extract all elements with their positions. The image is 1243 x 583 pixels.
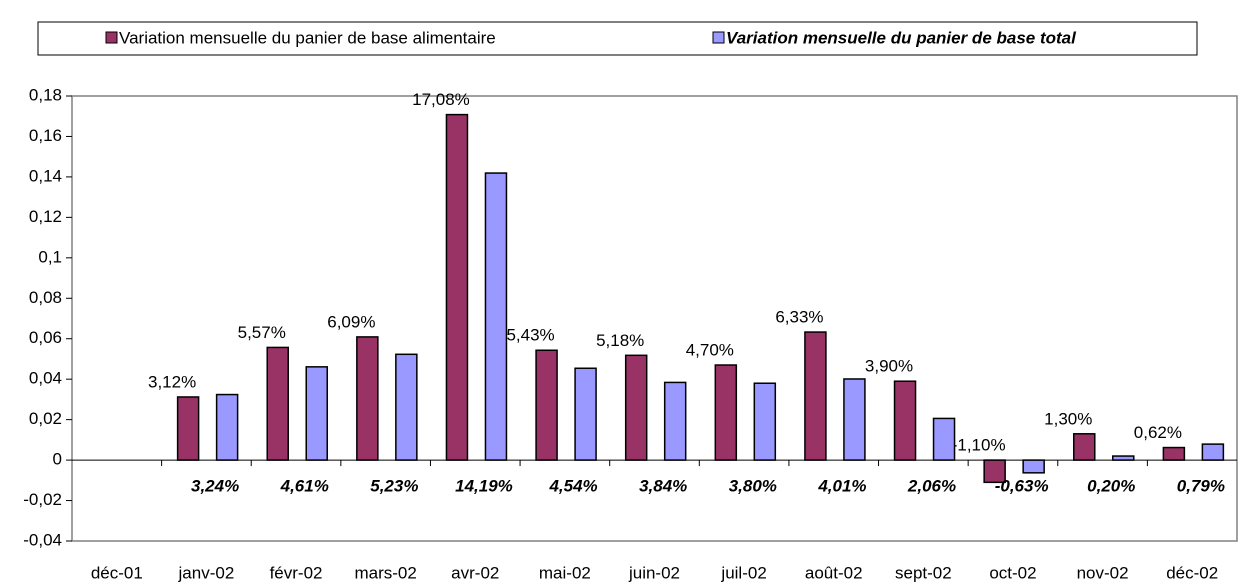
value-label: 4,54% xyxy=(548,476,597,495)
x-tick-label: oct-02 xyxy=(989,563,1036,582)
value-label: 4,61% xyxy=(280,476,329,495)
y-tick-label: 0,08 xyxy=(29,288,62,307)
value-label: 3,80% xyxy=(729,476,777,495)
x-tick-label: mars-02 xyxy=(354,563,416,582)
value-label: 14,19% xyxy=(455,476,513,495)
value-label: 1,30% xyxy=(1044,409,1092,428)
bar xyxy=(356,336,379,461)
bar xyxy=(484,172,508,461)
value-label: 0,79% xyxy=(1177,476,1225,495)
y-tick-label: 0,02 xyxy=(29,409,62,428)
value-label: 17,08% xyxy=(412,90,470,109)
bar xyxy=(1022,459,1045,474)
y-tick-label: 0,1 xyxy=(38,247,62,266)
y-tick-label: 0,18 xyxy=(29,85,62,104)
legend-label: Variation mensuelle du panier de base to… xyxy=(726,28,1077,47)
bar xyxy=(1162,446,1186,461)
value-label: -0,63% xyxy=(995,476,1049,495)
x-tick-label: janv-02 xyxy=(178,563,235,582)
value-label: 3,24% xyxy=(191,476,239,495)
bar xyxy=(932,417,956,461)
x-tick-label: déc-02 xyxy=(1166,563,1218,582)
x-tick-label: sept-02 xyxy=(895,563,952,582)
value-label: -1,10% xyxy=(952,436,1006,455)
y-tick-label: 0,04 xyxy=(29,369,62,388)
value-label: 5,18% xyxy=(596,331,644,350)
legend-box xyxy=(37,21,1198,56)
x-tick-label: juin-02 xyxy=(628,563,680,582)
bar xyxy=(445,113,469,461)
bar xyxy=(753,382,777,461)
value-label: 0,62% xyxy=(1134,423,1182,442)
bar xyxy=(663,381,687,461)
bar xyxy=(1112,455,1135,461)
y-tick-label: 0,14 xyxy=(29,166,62,185)
bar xyxy=(1073,433,1096,461)
value-label: 5,43% xyxy=(506,326,554,345)
value-label: 5,23% xyxy=(370,476,418,495)
y-tick-label: -0,04 xyxy=(23,530,62,549)
bar xyxy=(395,353,418,461)
bar xyxy=(843,378,866,461)
legend-swatch xyxy=(105,31,118,44)
bar xyxy=(574,367,597,461)
bar xyxy=(804,331,827,461)
bar xyxy=(1201,443,1225,461)
value-label: 2,06% xyxy=(907,476,956,495)
value-label: 6,33% xyxy=(775,308,823,327)
y-tick-label: 0,12 xyxy=(29,207,62,226)
x-tick-label: août-02 xyxy=(805,563,863,582)
bar xyxy=(714,364,738,461)
value-label: 6,09% xyxy=(327,312,375,331)
bar xyxy=(624,354,648,461)
bar xyxy=(893,380,917,461)
y-tick-label: -0,02 xyxy=(23,490,62,509)
plot-area xyxy=(71,95,1238,542)
legend-label: Variation mensuelle du panier de base al… xyxy=(119,28,496,47)
x-tick-label: nov-02 xyxy=(1077,563,1129,582)
value-label: 3,90% xyxy=(865,357,913,376)
value-label: 0,20% xyxy=(1087,476,1135,495)
value-label: 3,12% xyxy=(148,372,196,391)
y-tick-label: 0,06 xyxy=(29,328,62,347)
bar xyxy=(266,346,289,461)
x-tick-label: juil-02 xyxy=(720,563,766,582)
x-tick-label: avr-02 xyxy=(451,563,499,582)
bar xyxy=(305,366,328,461)
bar xyxy=(176,396,200,461)
y-tick-label: 0,16 xyxy=(29,126,62,145)
bar xyxy=(215,393,239,461)
value-label: 5,57% xyxy=(238,323,286,342)
bar xyxy=(535,349,558,461)
value-label: 4,70% xyxy=(686,341,734,360)
x-tick-label: déc-01 xyxy=(91,563,143,582)
value-label: 4,01% xyxy=(817,476,866,495)
x-tick-label: mai-02 xyxy=(539,563,591,582)
y-tick-label: 0 xyxy=(53,450,62,469)
legend-swatch xyxy=(712,31,725,44)
x-tick-label: févr-02 xyxy=(270,563,323,582)
value-label: 3,84% xyxy=(639,476,687,495)
